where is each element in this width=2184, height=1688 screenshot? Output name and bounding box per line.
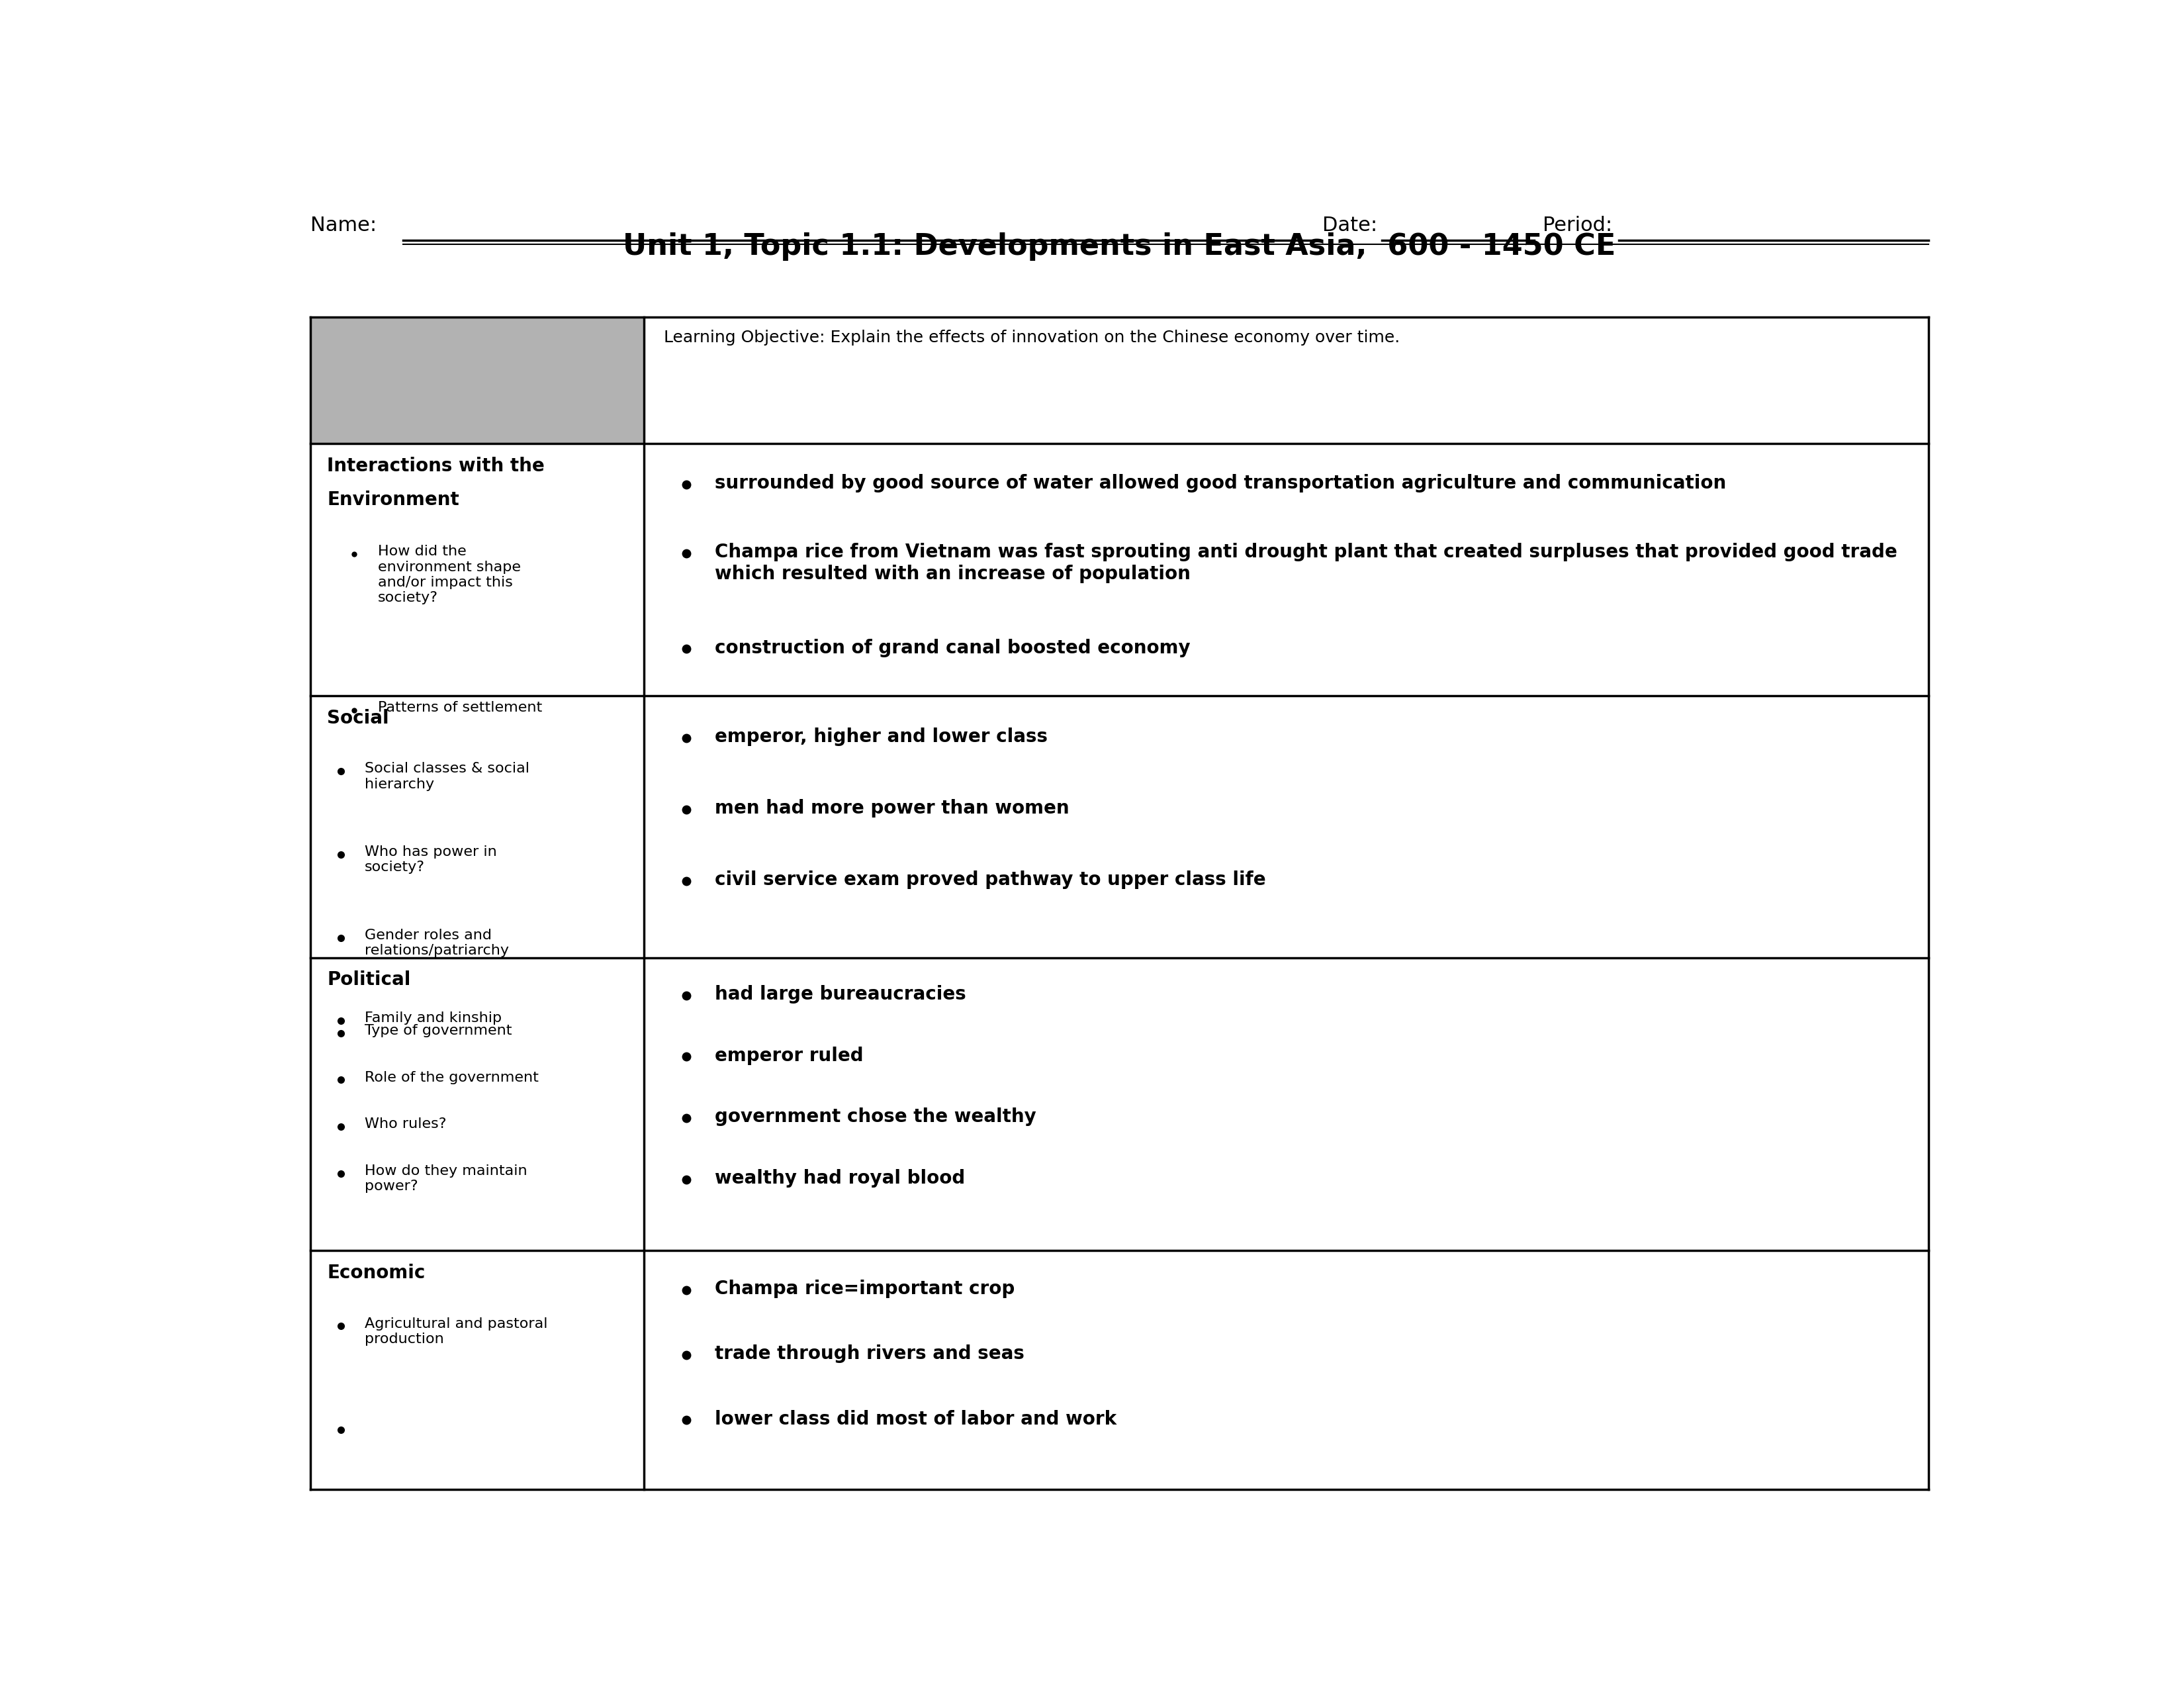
Text: Learning Objective: Explain the effects of innovation on the Chinese economy ove: Learning Objective: Explain the effects … <box>664 329 1400 346</box>
Text: Interactions with the: Interactions with the <box>328 457 544 476</box>
Text: How do they maintain
power?: How do they maintain power? <box>365 1165 526 1193</box>
Text: Social: Social <box>328 709 389 728</box>
Text: Champa rice=important crop: Champa rice=important crop <box>714 1280 1016 1298</box>
Bar <box>644 317 1928 444</box>
Text: surrounded by good source of water allowed good transportation agriculture and c: surrounded by good source of water allow… <box>714 474 1725 493</box>
Text: emperor, higher and lower class: emperor, higher and lower class <box>714 728 1048 746</box>
Text: lower class did most of labor and work: lower class did most of labor and work <box>714 1409 1116 1428</box>
Text: Patterns of settlement: Patterns of settlement <box>378 701 542 714</box>
Text: Political: Political <box>328 971 411 989</box>
Text: Social classes & social
hierarchy: Social classes & social hierarchy <box>365 763 529 790</box>
Text: had large bureaucracies: had large bureaucracies <box>714 984 965 1003</box>
Text: How did the
environment shape
and/or impact this
society?: How did the environment shape and/or imp… <box>378 545 522 604</box>
Text: Agricultural and pastoral
production: Agricultural and pastoral production <box>365 1317 548 1345</box>
Text: wealthy had royal blood: wealthy had royal blood <box>714 1170 965 1187</box>
Text: trade through rivers and seas: trade through rivers and seas <box>714 1345 1024 1364</box>
Bar <box>310 444 1928 695</box>
Text: Environment: Environment <box>328 491 459 510</box>
Text: men had more power than women: men had more power than women <box>714 798 1070 817</box>
Bar <box>310 1251 1928 1489</box>
Text: Who has power in
society?: Who has power in society? <box>365 846 496 874</box>
Text: Unit 1, Topic 1.1: Developments in East Asia,  600 - 1450 CE: Unit 1, Topic 1.1: Developments in East … <box>622 233 1616 262</box>
Text: Role of the government: Role of the government <box>365 1070 539 1084</box>
Bar <box>310 695 1928 957</box>
Text: Who rules?: Who rules? <box>365 1117 446 1131</box>
Bar <box>310 957 1928 1251</box>
Text: construction of grand canal boosted economy: construction of grand canal boosted econ… <box>714 638 1190 657</box>
Text: Type of government: Type of government <box>365 1025 511 1036</box>
Text: Name:: Name: <box>310 216 376 235</box>
Bar <box>310 317 644 444</box>
Text: Date:: Date: <box>1324 216 1378 235</box>
Text: emperor ruled: emperor ruled <box>714 1047 863 1065</box>
Text: Family and kinship: Family and kinship <box>365 1011 502 1025</box>
Text: Period:: Period: <box>1542 216 1612 235</box>
Text: government chose the wealthy: government chose the wealthy <box>714 1107 1035 1126</box>
Text: Gender roles and
relations/patriarchy: Gender roles and relations/patriarchy <box>365 928 509 957</box>
Text: Economic: Economic <box>328 1264 426 1283</box>
Text: civil service exam proved pathway to upper class life: civil service exam proved pathway to upp… <box>714 871 1267 890</box>
Text: Champa rice from Vietnam was fast sprouting anti drought plant that created surp: Champa rice from Vietnam was fast sprout… <box>714 544 1898 582</box>
